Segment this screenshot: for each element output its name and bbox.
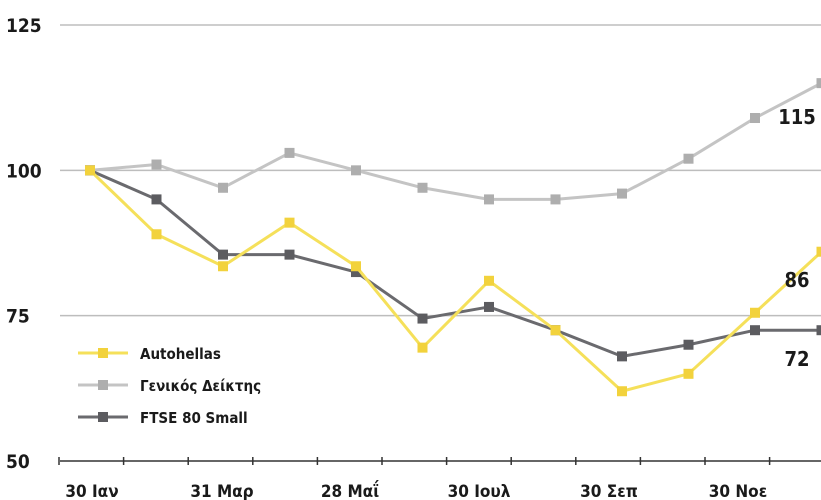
x-tick-label: 30 Ιαν xyxy=(65,482,118,500)
series-1 xyxy=(85,165,821,397)
x-tick-label: 31 Μαρ xyxy=(190,482,253,500)
data-point-marker xyxy=(284,147,295,158)
legend-item-3: FTSE 80 Small xyxy=(78,409,248,427)
data-point-marker xyxy=(617,188,627,199)
legend-item-1: Autohellas xyxy=(78,345,221,363)
data-point-marker xyxy=(284,217,295,228)
data-point-marker xyxy=(151,194,162,205)
data-point-marker xyxy=(218,249,228,260)
data-point-marker xyxy=(816,78,821,89)
legend-marker xyxy=(98,348,108,358)
x-tick-labels: 30 Ιαν 31 Μαρ 28 Μαΐ 30 Ιουλ 30 Σεπ 30 Νοε xyxy=(65,479,767,500)
series-3 xyxy=(85,165,821,362)
data-point-marker xyxy=(417,342,428,353)
data-point-marker xyxy=(683,368,694,379)
end-value-labels: 86 115 72 xyxy=(778,105,816,371)
data-point-marker xyxy=(284,249,295,260)
y-tick-label-100: 100 xyxy=(6,160,42,182)
end-label-2: 115 xyxy=(778,105,816,129)
data-point-marker xyxy=(816,246,821,257)
data-point-marker xyxy=(151,229,162,240)
data-point-marker xyxy=(750,307,760,318)
series-2 xyxy=(85,78,821,205)
series-line xyxy=(89,168,821,358)
legend-item-2: Γενικός Δείκτης xyxy=(78,377,261,395)
data-point-marker xyxy=(351,261,361,272)
legend-marker xyxy=(98,380,108,390)
data-point-marker xyxy=(417,182,428,193)
x-tick-label: 30 Νοε xyxy=(709,482,767,500)
legend-label: Autohellas xyxy=(140,345,221,363)
data-point-marker xyxy=(683,339,694,350)
end-label-3: 72 xyxy=(784,347,809,371)
data-point-marker xyxy=(218,182,228,193)
end-label-1: 86 xyxy=(784,268,809,292)
series-line xyxy=(89,81,821,201)
y-tick-label-125: 125 xyxy=(6,15,42,37)
y-tick-label-50: 50 xyxy=(6,451,30,473)
data-point-marker xyxy=(484,194,494,205)
data-point-marker xyxy=(683,153,694,164)
data-point-marker xyxy=(550,194,561,205)
data-point-marker xyxy=(151,159,162,170)
x-tick-label: 30 Σεπ xyxy=(580,482,638,500)
data-point-marker xyxy=(550,325,561,336)
x-tick-label: 30 Ιουλ xyxy=(448,482,511,500)
y-tick-label-75: 75 xyxy=(6,306,30,328)
legend-marker xyxy=(98,412,108,422)
data-point-marker xyxy=(816,325,821,336)
data-point-marker xyxy=(417,313,428,324)
x-tick-label: 28 Μαΐ xyxy=(321,479,379,500)
legend-label: Γενικός Δείκτης xyxy=(140,377,261,395)
x-axis xyxy=(58,457,821,465)
y-tick-labels: 50 75 100 125 xyxy=(6,15,42,473)
data-point-marker xyxy=(750,113,760,124)
data-point-marker xyxy=(750,325,760,336)
legend-label: FTSE 80 Small xyxy=(140,409,248,427)
data-point-marker xyxy=(218,261,228,272)
data-point-marker xyxy=(617,351,627,362)
data-point-marker xyxy=(351,165,361,176)
series-lines xyxy=(85,78,821,397)
series-line xyxy=(88,169,821,393)
data-point-marker xyxy=(617,386,627,397)
data-point-marker xyxy=(484,275,494,286)
data-point-marker xyxy=(484,301,494,312)
data-point-marker xyxy=(351,267,361,278)
data-point-marker xyxy=(85,165,95,176)
legend: Autohellas Γενικός Δείκτης FTSE 80 Small xyxy=(78,345,261,427)
